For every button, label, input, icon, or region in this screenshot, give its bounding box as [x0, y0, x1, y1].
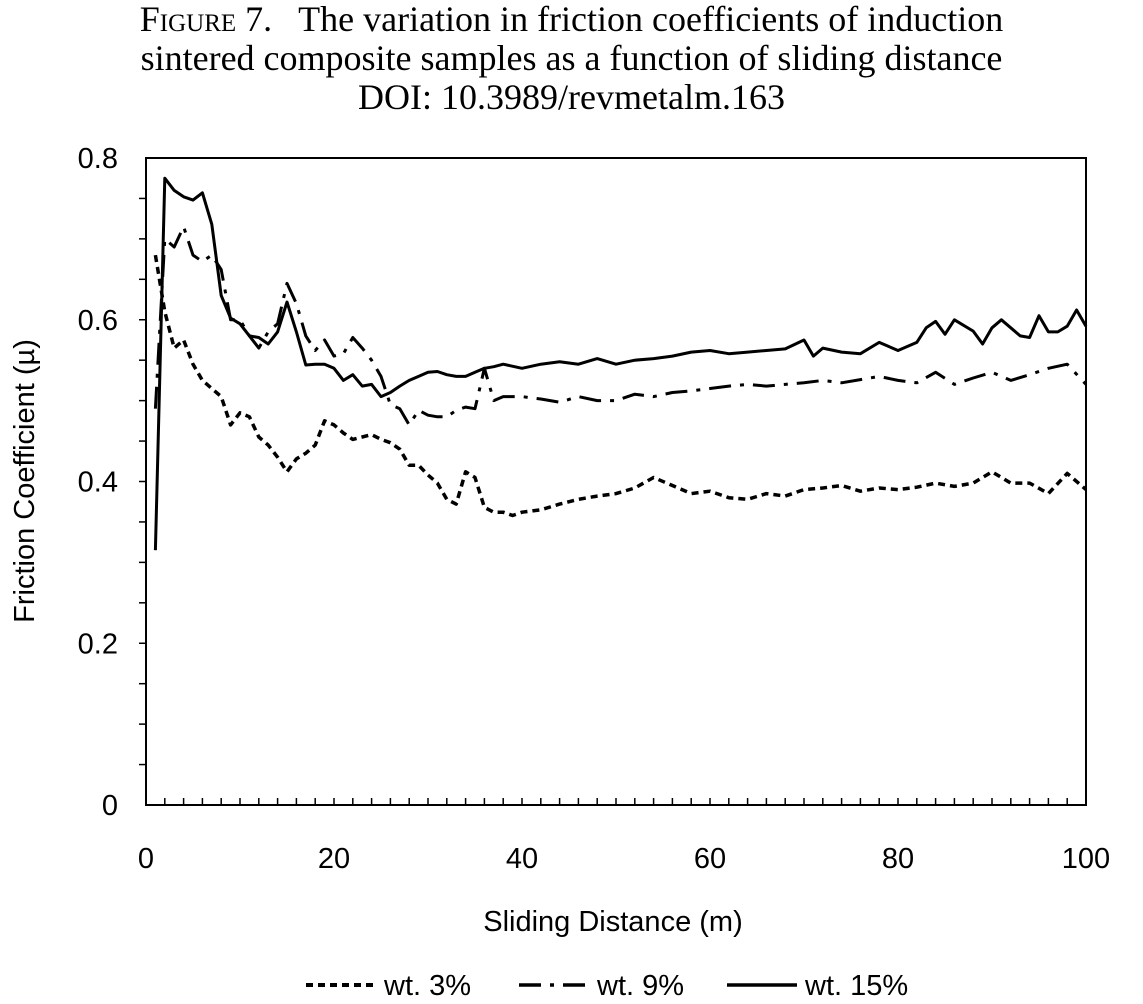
y-axis-label: Friction Coefficient (µ)	[9, 339, 41, 623]
caption-doi: DOI: 10.3989/revmetalm.163	[358, 77, 785, 117]
x-tick-label: 0	[138, 843, 154, 875]
x-tick-labels: 0 20 40 60 80 100	[138, 843, 1110, 875]
legend: wt. 3% wt. 9% wt. 15%	[306, 970, 908, 1002]
x-tick-label: 40	[506, 843, 538, 875]
legend-label: wt. 3%	[383, 970, 471, 1002]
x-axis-label: Sliding Distance (m)	[483, 906, 742, 938]
x-tick-label: 100	[1062, 843, 1110, 875]
y-tick-label: 0.4	[78, 467, 118, 499]
y-tick-labels: 0 0.2 0.4 0.6 0.8	[78, 143, 118, 822]
series-lines	[153, 176, 1088, 551]
plot-area-frame	[145, 157, 1087, 806]
y-tick-label: 0.6	[78, 305, 118, 337]
legend-label: wt. 9%	[596, 970, 684, 1002]
y-tick-label: 0	[102, 790, 118, 822]
y-minor-ticks	[139, 197, 146, 766]
caption-line-1: Figure 7. The variation in friction coeff…	[0, 0, 1143, 39]
caption-line-2: sintered composite samples as a function…	[140, 38, 1003, 78]
figure-caption: Figure 7. The variation in friction coeff…	[0, 0, 1143, 117]
series-line-2	[153, 225, 1088, 427]
legend-label: wt. 15%	[804, 970, 908, 1002]
series-line-3	[153, 176, 1088, 551]
x-minor-ticks	[164, 798, 1068, 805]
x-tick-label: 60	[694, 843, 726, 875]
x-tick-label: 20	[318, 843, 350, 875]
x-tick-label: 80	[882, 843, 914, 875]
y-tick-label: 0.2	[78, 628, 118, 660]
figure-label: Figure 7.	[139, 0, 273, 39]
series-line-1	[153, 254, 1088, 518]
caption-title: The variation in friction coefficients o…	[298, 0, 1004, 39]
y-tick-label: 0.8	[78, 143, 118, 175]
